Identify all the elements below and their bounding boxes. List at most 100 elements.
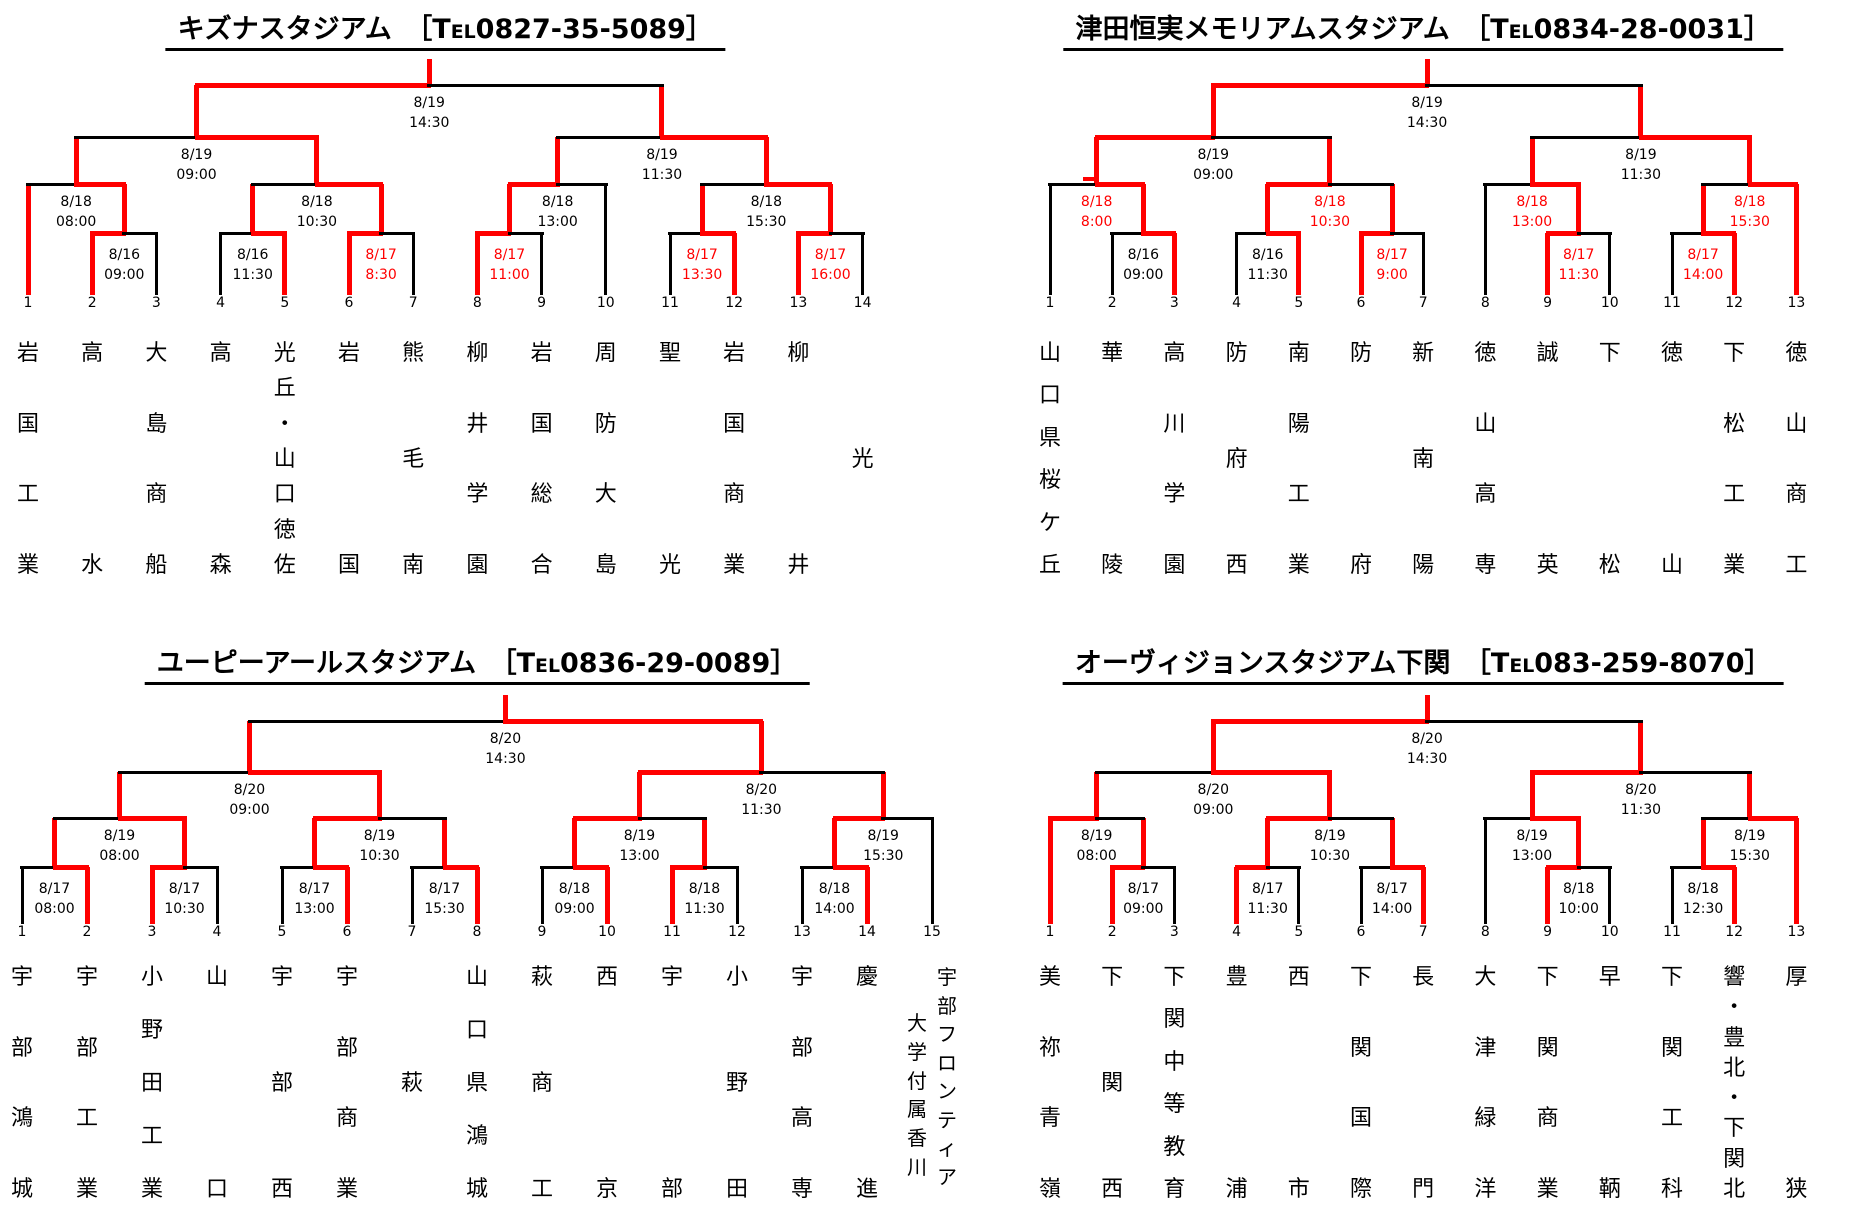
team-stub-line [1421,233,1425,295]
team-seed-number: 5 [1294,295,1304,311]
match-time-label: 13:00 [1511,848,1553,864]
match-bar-left [347,230,384,236]
winner-riser-line [832,818,837,869]
match-time-label: 10:30 [296,214,338,230]
winner-riser-line [1700,818,1706,869]
match-time-label: 08:00 [34,901,75,917]
match-bar-right [764,181,833,187]
match-bar-right [1747,815,1799,821]
match-time-label: 08:00 [99,848,140,864]
team-seed-number: 2 [82,924,92,940]
winner-riser-line [699,184,705,235]
team-stub-line [1359,867,1363,924]
match-date-label: 8/20 [1625,782,1657,798]
team-name: 新南陽 [1412,341,1435,578]
match-bar-left [52,816,122,820]
team-seed-number: 11 [1663,295,1681,311]
team-seed-number: 9 [537,295,547,311]
match-bar-right [1638,134,1752,140]
team-seed-number: 4 [212,924,222,940]
match-bar-right [1265,865,1301,869]
match-date-label: 8/16 [1127,247,1160,263]
team-stub-line [1608,867,1612,924]
winner-riser-line [702,818,707,869]
match-time-label: 10:00 [1558,901,1599,917]
team-seed-number: 13 [1787,295,1806,311]
winner-riser-line [1140,818,1146,869]
team-seed-number: 4 [1232,924,1242,940]
match-bar-right [1211,769,1332,775]
match-time-label: 14:30 [409,115,450,131]
team-name: 高森 [209,341,232,578]
match-bar-left [280,865,317,869]
team-stub-line [154,233,158,295]
match-time-label: 13:00 [537,214,578,230]
match-time-label: 11:30 [232,267,273,283]
match-bar-right [700,230,737,236]
match-time-label: 11:30 [1247,267,1288,283]
match-time-label: 14:00 [814,901,855,917]
team-stub-line [795,233,801,295]
match-time-label: 9:00 [1376,267,1408,283]
match-bar-right [1094,816,1146,820]
team-name: 山口県鴻城 [465,965,488,1202]
match-time-label: 14:00 [1682,267,1724,283]
stadium-name: キズナスタジアム ［ [177,14,433,45]
team-stub-line [1171,233,1177,295]
team-seed-number: 1 [23,295,33,311]
match-bar-right [881,816,934,820]
team-seed-number: 6 [342,924,352,940]
team-name: 宇部フロンティア [937,965,957,1189]
match-time-label: 11:30 [1620,167,1662,183]
team-name: 西京 [595,965,618,1202]
team-seed-number: 15 [923,924,941,940]
match-bar-right [1576,865,1612,869]
match-date-label: 8/19 [623,828,656,844]
team-seed-number: 5 [280,295,290,311]
match-time-label: 11:00 [489,267,530,283]
tel-number: 0827-35-5089］ [475,14,713,45]
winner-riser-line [194,85,200,139]
team-stub-line [219,233,223,295]
team-name: 下関工科 [1660,965,1683,1202]
match-date-label: 8/19 [413,95,445,111]
team-seed-number: 6 [1356,295,1366,311]
team-stub-line [149,867,155,924]
team-seed-number: 14 [858,924,876,940]
team-seed-number: 13 [789,295,808,311]
red-dash-marker [1083,177,1096,181]
match-bar-right [1390,231,1426,235]
match-bar-left [475,230,512,236]
match-date-label: 8/17 [1687,247,1719,263]
match-bar-left [1701,182,1752,186]
team-name: 響・豊北・下関北 [1723,965,1746,1202]
match-time-label: 11:30 [741,802,782,818]
match-date-label: 8/17 [365,247,397,263]
match-date-label: 8/18 [1080,194,1113,210]
match-bar-left [1545,230,1581,236]
team-stub-line [1483,184,1487,295]
match-bar-right [759,770,886,774]
match-time-label: 11:30 [684,901,725,917]
winner-riser-line [1747,772,1753,820]
tel-label: T [1490,14,1509,45]
team-seed-number: 3 [1169,295,1179,311]
match-bar-right [442,864,479,870]
team-seed-number: 10 [1600,924,1619,940]
match-date-label: 8/17 [1127,881,1160,897]
team-seed-number: 14 [853,295,872,311]
tel-label: T [516,648,536,679]
match-bar-right [1425,83,1643,87]
winner-riser-line [1327,772,1333,820]
match-date-label: 8/16 [236,247,269,263]
match-date-label: 8/16 [1251,247,1284,263]
stadium-title: オーヴィジョンスタジアム下関 ［TEL083-259-8070］ [1062,648,1784,686]
winner-riser-line [572,818,577,869]
winner-riser-line [880,772,886,820]
match-date-label: 8/19 [646,147,678,163]
team-seed-number: 13 [793,924,811,940]
match-bar-left [670,864,707,870]
match-time-label: 16:00 [810,267,851,283]
team-seed-number: 5 [277,924,287,940]
match-time-label: 14:30 [1406,115,1448,131]
